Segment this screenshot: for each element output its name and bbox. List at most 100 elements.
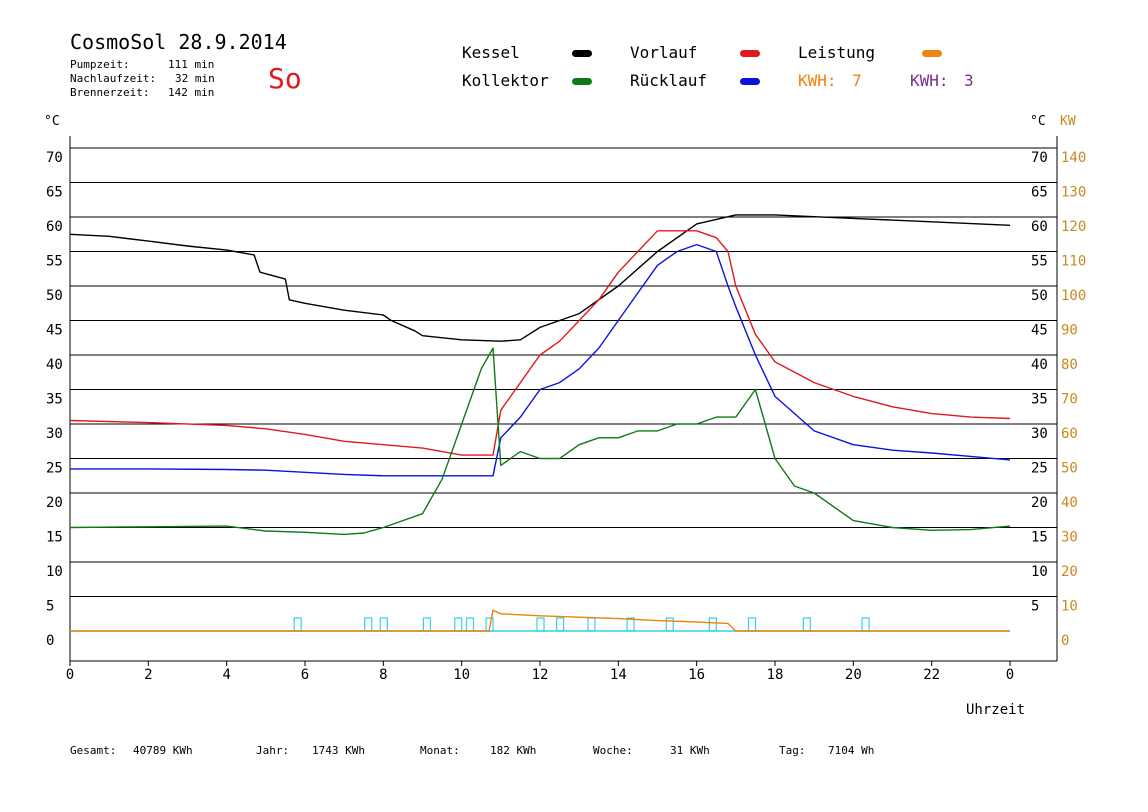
y-tick-label-left: 45 — [46, 323, 63, 339]
y2-tick-label: 40 — [1061, 495, 1078, 511]
y-tick-label-left: 70 — [46, 150, 63, 166]
footer-monat-value: 182 KWh — [490, 744, 537, 757]
legend-kollektor-label: Kollektor — [462, 71, 549, 90]
y2-tick-label: 30 — [1061, 530, 1078, 546]
y-tick-label-right: 5 — [1031, 599, 1039, 615]
stat-brennerzeit-value: 142 min — [168, 86, 215, 99]
right-unit-label: °C — [1030, 114, 1046, 129]
y2-tick-label: 60 — [1061, 426, 1078, 442]
legend-kessel-label: Kessel — [462, 43, 520, 62]
legend-kessel-swatch — [572, 50, 592, 57]
pump-marker — [454, 617, 463, 632]
stat-pumpzeit-value: 111 min — [168, 58, 215, 71]
y2-tick-label: 140 — [1061, 150, 1086, 166]
y-tick-label-right: 70 — [1031, 150, 1048, 166]
y-tick-label-left: 20 — [46, 495, 63, 511]
pump-marker — [861, 617, 870, 632]
x-tick-label: 14 — [610, 667, 627, 683]
y-tick-label-right: 20 — [1031, 495, 1048, 511]
pump-marker — [364, 617, 373, 632]
footer-jahr-label: Jahr: — [256, 744, 290, 757]
pump-marker — [422, 617, 432, 632]
y2-tick-label: 20 — [1061, 564, 1078, 580]
y-tick-label-right: 10 — [1031, 564, 1048, 580]
x-tick-label: 8 — [379, 667, 387, 683]
chart-title: CosmoSol 28.9.2014 — [70, 30, 287, 54]
stat-pumpzeit-label: Pumpzeit: — [70, 58, 130, 71]
x-tick-label: 4 — [222, 667, 230, 683]
y-tick-label-right: 15 — [1031, 530, 1048, 546]
footer-monat-label: Monat: — [420, 744, 460, 757]
x-tick-label: 6 — [301, 667, 309, 683]
y2-tick-label: 70 — [1061, 392, 1078, 408]
footer-woche-label: Woche: — [593, 744, 633, 757]
legend-ruecklauf-swatch — [740, 78, 760, 85]
right-kw-unit-label: KW — [1060, 114, 1076, 129]
pump-marker — [587, 617, 596, 632]
x-tick-label: 10 — [453, 667, 470, 683]
y-tick-label-left: 15 — [46, 530, 63, 546]
weekday-label: So — [268, 62, 302, 95]
pump-marker — [555, 617, 565, 632]
y-tick-label-left: 10 — [46, 564, 63, 580]
series-line-ruecklauf — [70, 243, 1011, 477]
y-tick-label-right: 25 — [1031, 461, 1048, 477]
legend-kwh1-value: 7 — [852, 71, 862, 90]
pump-marker — [665, 617, 674, 632]
stat-nachlaufzeit-value: 32 min — [175, 72, 215, 85]
y2-tick-label: 80 — [1061, 357, 1078, 373]
y-tick-label-left: 25 — [46, 461, 63, 477]
y2-tick-label: 10 — [1061, 599, 1078, 615]
y-tick-label-left: 60 — [46, 219, 63, 235]
x-axis-label: Uhrzeit — [966, 702, 1026, 718]
y2-tick-label: 50 — [1061, 461, 1078, 477]
footer-tag-label: Tag: — [779, 744, 806, 757]
left-unit-label: °C — [44, 114, 60, 129]
pump-marker — [708, 617, 717, 632]
legend-kwh1-label: KWH: — [798, 71, 837, 90]
legend-leistung-label: Leistung — [798, 43, 876, 62]
pump-marker — [747, 617, 757, 632]
y-tick-label-right: 60 — [1031, 219, 1048, 235]
x-tick-label: 16 — [688, 667, 705, 683]
stat-nachlaufzeit-label: Nachlaufzeit: — [70, 72, 157, 85]
y-tick-label-left: 40 — [46, 357, 63, 373]
y2-tick-label: 120 — [1061, 219, 1086, 235]
x-tick-label: 2 — [144, 667, 152, 683]
series-line-vorlauf — [69, 230, 1011, 456]
y-tick-label-right: 35 — [1031, 392, 1048, 408]
legend-ruecklauf-label: Rücklauf — [630, 71, 708, 90]
y-tick-label-left: 30 — [46, 426, 63, 442]
x-tick-label: 22 — [923, 667, 940, 683]
x-tick-label: 20 — [845, 667, 862, 683]
y-tick-label-right: 30 — [1031, 426, 1048, 442]
y-tick-label-right: 40 — [1031, 357, 1048, 373]
x-tick-label: 0 — [66, 667, 74, 683]
pump-marker — [379, 617, 388, 632]
pump-marker — [536, 617, 545, 632]
x-tick-label: 18 — [767, 667, 784, 683]
pump-marker — [626, 617, 635, 632]
stat-brennerzeit-label: Brennerzeit: — [70, 86, 150, 99]
y-tick-label-left: 0 — [46, 633, 54, 649]
legend-vorlauf-label: Vorlauf — [630, 43, 698, 62]
y2-tick-label: 0 — [1061, 633, 1069, 649]
y-tick-label-right: 45 — [1031, 323, 1048, 339]
y2-tick-label: 110 — [1061, 254, 1086, 270]
footer-jahr-value: 1743 KWh — [312, 744, 365, 757]
series-line-leistung — [70, 609, 1010, 632]
footer-woche-value: 31 KWh — [670, 744, 710, 757]
y-tick-label-left: 50 — [46, 288, 63, 304]
legend-kwh2-label: KWH: — [910, 71, 949, 90]
pump-marker — [293, 617, 302, 632]
legend-kollektor-swatch — [572, 78, 592, 85]
y-tick-label-left: 55 — [46, 254, 63, 270]
y-tick-label-right: 50 — [1031, 288, 1048, 304]
x-tick-label: 12 — [532, 667, 549, 683]
y-tick-label-left: 35 — [46, 392, 63, 408]
legend-leistung-swatch — [922, 50, 942, 57]
series-line-kessel — [69, 214, 1011, 342]
footer-gesamt-label: Gesamt: — [70, 744, 117, 757]
footer-gesamt-value: 40789 KWh — [133, 744, 193, 757]
